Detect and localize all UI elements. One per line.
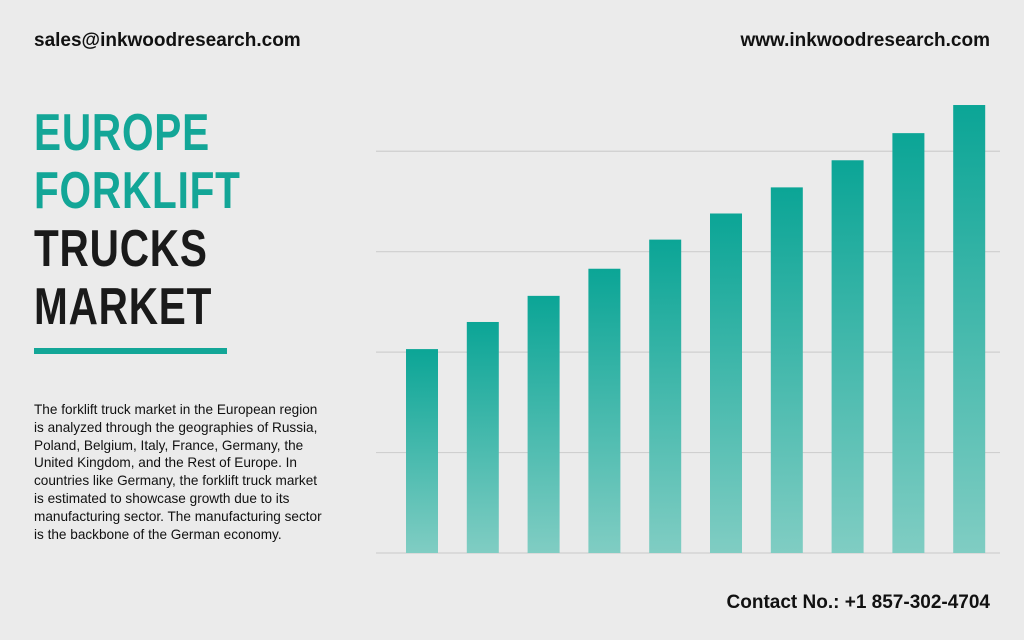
bar — [892, 133, 925, 554]
description: The forklift truck market in the Europea… — [34, 401, 322, 543]
title-line: EUROPE — [34, 104, 210, 162]
bar — [466, 321, 499, 553]
description-line: is the backbone of the German economy. — [34, 526, 282, 542]
description-line: Poland, Belgium, Italy, France, Germany,… — [34, 437, 304, 453]
description-line: countries like Germany, the forklift tru… — [34, 473, 318, 489]
description-line: is analyzed through the geographies of R… — [34, 419, 318, 435]
description-line: is estimated to showcase growth due to i… — [34, 490, 290, 506]
bar — [588, 268, 621, 553]
bar — [953, 105, 986, 554]
title-line: MARKET — [34, 278, 213, 336]
website: www.inkwoodresearch.com — [740, 30, 990, 51]
bar — [710, 213, 742, 553]
title-rule — [34, 348, 227, 354]
title: EUROPE FORKLIFT TRUCKS MARKET — [34, 104, 241, 336]
description-line: United Kingdom, and the Rest of Europe. … — [34, 455, 297, 471]
title-line: FORKLIFT — [34, 162, 241, 220]
bar — [831, 160, 864, 554]
title-line: TRUCKS — [34, 220, 208, 278]
contact: Contact No.: +1 857-302-4704 — [726, 592, 990, 613]
bar — [527, 295, 560, 553]
email: sales@inkwoodresearch.com — [34, 30, 301, 51]
description-line: The forklift truck market in the Europea… — [34, 402, 318, 417]
bar — [770, 187, 803, 554]
bar — [649, 239, 682, 553]
description-line: manufacturing sector. The manufacturing … — [34, 508, 322, 524]
bar — [406, 349, 438, 553]
